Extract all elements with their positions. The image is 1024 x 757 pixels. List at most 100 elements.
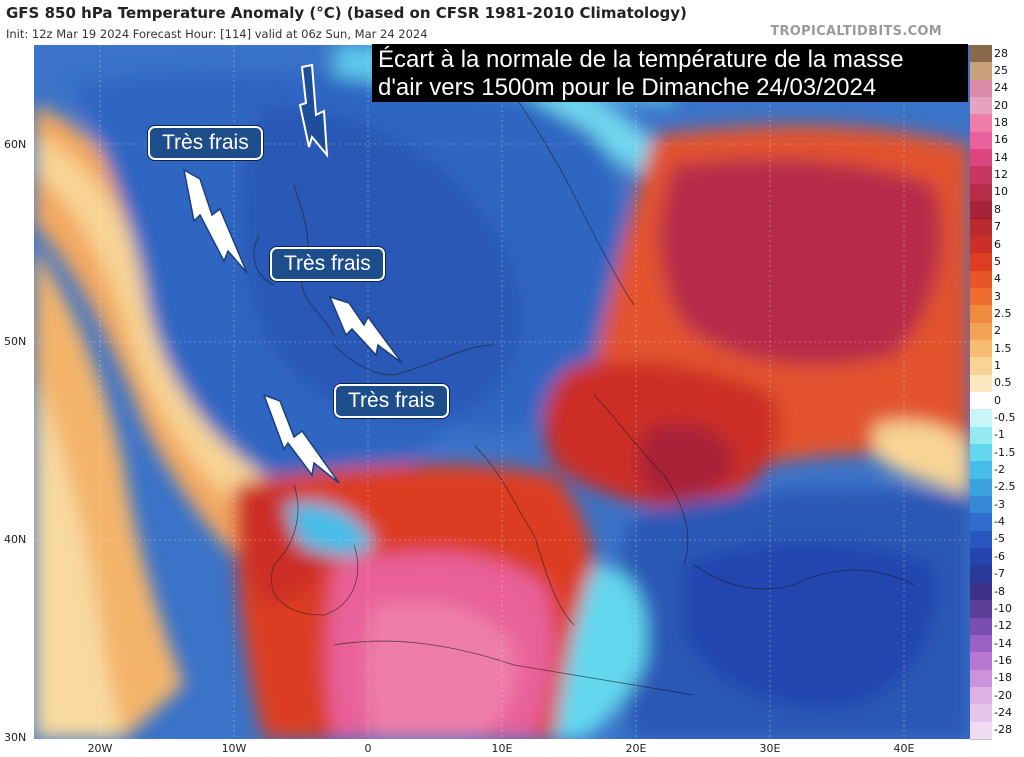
scale-value: 18 [994,116,1008,130]
scale-swatch [970,461,992,480]
scale-value: -1 [994,428,1005,442]
cool-label-3: Très frais [334,384,449,418]
scale-swatch [970,392,992,411]
scale-value: -3 [994,497,1005,511]
scale-value: -2.5 [994,480,1016,494]
scale-swatch [970,704,992,723]
scale-swatch [970,444,992,463]
scale-value: 0 [994,393,1001,407]
scale-value: -2 [994,463,1005,477]
color-scale: 28 25 24 20 18 16 14 12 10 8 7 6 5 4 3 2.5 2 1.5 1 0.5 0 -0.5… [970,45,1024,740]
scale-swatch [970,600,992,619]
scale-value: 0.5 [994,376,1012,390]
chart-title: GFS 850 hPa Temperature Anomaly (°C) (ba… [6,4,687,22]
cool-label-2: Très frais [270,247,385,281]
scale-swatch [970,409,992,428]
scale-swatch [970,218,992,237]
scale-value: 7 [994,220,1001,234]
scale-value: 3 [994,289,1001,303]
lon-label: 20W [87,742,113,755]
scale-swatch [970,513,992,532]
scale-swatch [970,79,992,99]
lon-label: 40E [893,742,915,755]
scale-value: 25 [994,64,1008,78]
scale-value: 20 [994,98,1008,112]
scale-value: 1.5 [994,341,1012,355]
scale-swatch [970,45,992,64]
scale-value: -5 [994,532,1005,546]
lat-label: 60N [4,138,27,151]
scale-swatch [970,634,992,654]
scale-value: -16 [994,653,1012,667]
scale-value: 2.5 [994,306,1012,320]
scale-value: 28 [994,46,1008,60]
lat-label: 30N [4,731,27,744]
banner-line-2: d'air vers 1500m pour le Dimanche 24/03/… [378,74,877,101]
scale-swatch [970,530,992,550]
scale-value: -20 [994,688,1012,702]
lon-label: 20E [625,742,647,755]
arrow-icon [298,63,329,159]
scale-value: 24 [994,81,1008,95]
scale-swatch [970,686,992,706]
forecast-info: Init: 12z Mar 19 2024 Forecast Hour: [11… [6,27,428,41]
scale-swatch [970,97,992,116]
scale-value: -4 [994,515,1005,529]
scale-value: -0.5 [994,411,1016,425]
scale-swatch [970,548,992,567]
scale-swatch [970,652,992,671]
scale-swatch [970,131,992,151]
scale-swatch [970,322,992,341]
scale-swatch [970,339,992,359]
anomaly-map [34,45,970,739]
scale-value: 10 [994,185,1008,199]
scale-swatch [970,287,992,307]
scale-swatch [970,478,992,498]
lat-label: 40N [4,533,27,546]
scale-swatch [970,183,992,203]
scale-swatch [970,374,992,393]
scale-value: -7 [994,567,1005,581]
cool-label-1: Très frais [148,126,263,160]
scale-swatch [970,235,992,255]
scale-swatch [970,270,992,289]
scale-swatch [970,201,992,220]
scale-swatch [970,253,992,272]
scale-value: 16 [994,133,1008,147]
lon-label: 10W [221,742,247,755]
scale-value: 12 [994,168,1008,182]
scale-swatch [970,114,992,133]
scale-swatch [970,721,992,740]
scale-value: 8 [994,202,1001,216]
scale-swatch [970,496,992,515]
lat-label: 50N [4,335,27,348]
scale-swatch [970,62,992,81]
map-canvas [34,45,970,739]
arrow-icon [182,168,248,274]
scale-value: -8 [994,584,1005,598]
scale-swatch [970,149,992,168]
lon-label: 0 [364,742,372,755]
scale-value: 1 [994,358,1001,372]
scale-value: -24 [994,705,1012,719]
scale-value: -12 [994,619,1012,633]
scale-swatch [970,305,992,324]
arrow-icon [328,295,403,364]
scale-value: -18 [994,671,1012,685]
arrow-icon [262,393,340,484]
scale-swatch [970,617,992,636]
scale-swatch [970,357,992,376]
lon-label: 30E [759,742,781,755]
scale-value: 5 [994,254,1001,268]
annotation-banner: Écart à la normale de la température de … [372,44,968,102]
scale-value: -1.5 [994,445,1016,459]
banner-line-1: Écart à la normale de la température de … [378,46,904,73]
scale-value: -14 [994,636,1012,650]
scale-value: 6 [994,237,1001,251]
scale-value: 4 [994,272,1001,286]
brand-watermark: TROPICALTIDBITS.COM [770,24,942,39]
scale-swatch [970,426,992,446]
scale-value: -6 [994,549,1005,563]
scale-value: 14 [994,150,1008,164]
lon-label: 10E [491,742,513,755]
